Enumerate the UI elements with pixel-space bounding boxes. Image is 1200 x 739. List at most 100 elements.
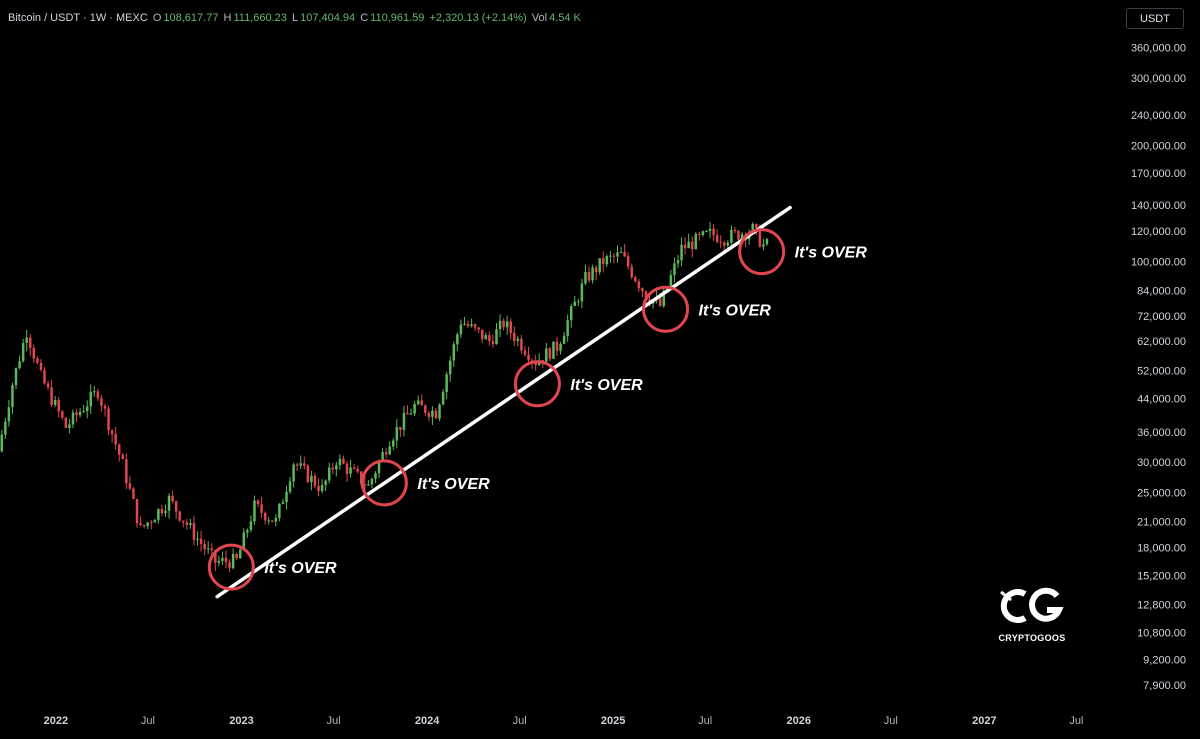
y-tick-label: 120,000.00 — [1131, 226, 1186, 238]
candle-body — [701, 231, 705, 235]
x-tick-label: 2027 — [972, 715, 996, 727]
candle-body — [349, 467, 352, 474]
candle-body — [11, 385, 14, 408]
candle-body — [18, 361, 21, 369]
annotation-label: It's OVER — [570, 377, 643, 394]
candle-body — [559, 343, 562, 351]
candle-body — [174, 501, 178, 512]
candle-body — [43, 369, 46, 384]
candle-body — [142, 524, 146, 527]
x-tick-label: 2024 — [415, 715, 440, 727]
candle-body — [121, 454, 125, 460]
cg-logo-icon — [1000, 587, 1064, 623]
candle-body — [712, 228, 715, 236]
y-tick-label: 30,000.00 — [1137, 457, 1186, 469]
candle-body — [584, 271, 587, 284]
candle-body — [288, 481, 292, 492]
candle-body — [157, 508, 160, 521]
candle-body — [78, 411, 82, 416]
candle-body — [171, 495, 174, 502]
candle-body — [406, 412, 409, 415]
x-tick-label: 2022 — [44, 715, 68, 727]
candle-body — [384, 452, 388, 455]
candle-body — [85, 406, 89, 412]
candle-body — [53, 399, 57, 405]
currency-button[interactable]: USDT — [1126, 8, 1184, 29]
time-axis[interactable]: 2022 Jul 2023 Jul 2024 Jul 2025 Jul 2026 Jul 2027 J… — [44, 715, 1084, 727]
candle-body — [505, 321, 509, 328]
candle-body — [466, 323, 470, 326]
cryptogoos-logo: CRYPTOGOOS — [992, 586, 1072, 643]
candle-body — [14, 368, 18, 386]
x-tick-label: Jul — [327, 715, 341, 727]
symbol-title: Bitcoin / USDT · 1W · MEXC — [8, 12, 148, 24]
y-tick-label: 360,000.00 — [1131, 43, 1186, 55]
candle-body — [46, 383, 50, 388]
open-label: O — [152, 12, 162, 24]
candle-body — [441, 391, 445, 405]
candle-body — [125, 459, 128, 484]
candle-body — [235, 553, 238, 559]
price-axis[interactable]: 360,000.00 300,000.00 240,000.00 200,000.00… — [1131, 43, 1186, 692]
candle-body — [317, 485, 320, 492]
candle-body — [57, 399, 60, 412]
candle-body — [253, 500, 256, 522]
annotation-label: It's OVER — [417, 476, 490, 493]
candle-body — [338, 458, 342, 466]
candle-body — [726, 242, 730, 246]
candle-body — [730, 229, 733, 243]
candle-body — [705, 231, 708, 233]
y-tick-label: 52,000.00 — [1137, 365, 1186, 377]
y-tick-label: 7,900.00 — [1143, 680, 1186, 692]
candle-body — [61, 411, 64, 418]
candle-body — [242, 532, 246, 550]
candle-body — [545, 348, 548, 362]
candle-body — [573, 301, 577, 307]
candle-body — [96, 391, 100, 399]
candle-body — [723, 242, 726, 246]
candle-body — [619, 251, 623, 253]
candle-body — [281, 502, 285, 504]
candle-body — [420, 400, 423, 406]
candle-body — [100, 398, 103, 406]
low-value: 107,404.94 — [300, 12, 356, 24]
candle-body — [110, 430, 114, 435]
y-tick-label: 200,000.00 — [1131, 141, 1186, 153]
annotation-circle — [513, 360, 561, 408]
candle-body — [687, 241, 690, 249]
candle-body — [278, 503, 281, 519]
candle-body — [260, 504, 263, 513]
candle-body — [669, 275, 673, 288]
candle-body — [569, 306, 573, 321]
candle-body — [402, 412, 406, 430]
candle-body — [502, 320, 505, 328]
y-tick-label: 84,000.00 — [1137, 285, 1186, 297]
y-tick-label: 25,000.00 — [1137, 488, 1186, 500]
candle-body — [463, 323, 466, 325]
y-tick-label: 44,000.00 — [1137, 393, 1186, 405]
x-tick-label: 2025 — [601, 715, 625, 727]
candle-body — [481, 329, 484, 340]
candle-body — [634, 277, 637, 282]
x-tick-label: Jul — [141, 715, 155, 727]
candle-body — [612, 255, 616, 257]
candle-body — [231, 553, 235, 569]
candle-body — [530, 360, 534, 362]
candle-body — [377, 461, 381, 474]
candle-body — [224, 557, 228, 563]
candle-body — [513, 332, 516, 341]
candle-body — [548, 348, 552, 359]
candle-body — [416, 400, 420, 405]
candle-body — [246, 529, 249, 533]
y-tick-label: 300,000.00 — [1131, 73, 1186, 85]
candle-body — [673, 263, 676, 276]
x-tick-label: 2023 — [229, 715, 253, 727]
candle-body — [498, 320, 502, 330]
candle-body — [313, 475, 317, 486]
close-label: C — [360, 12, 369, 24]
candle-body — [762, 244, 765, 247]
candle-body — [320, 485, 324, 492]
candle-body — [662, 290, 666, 306]
candle-body — [267, 520, 270, 522]
